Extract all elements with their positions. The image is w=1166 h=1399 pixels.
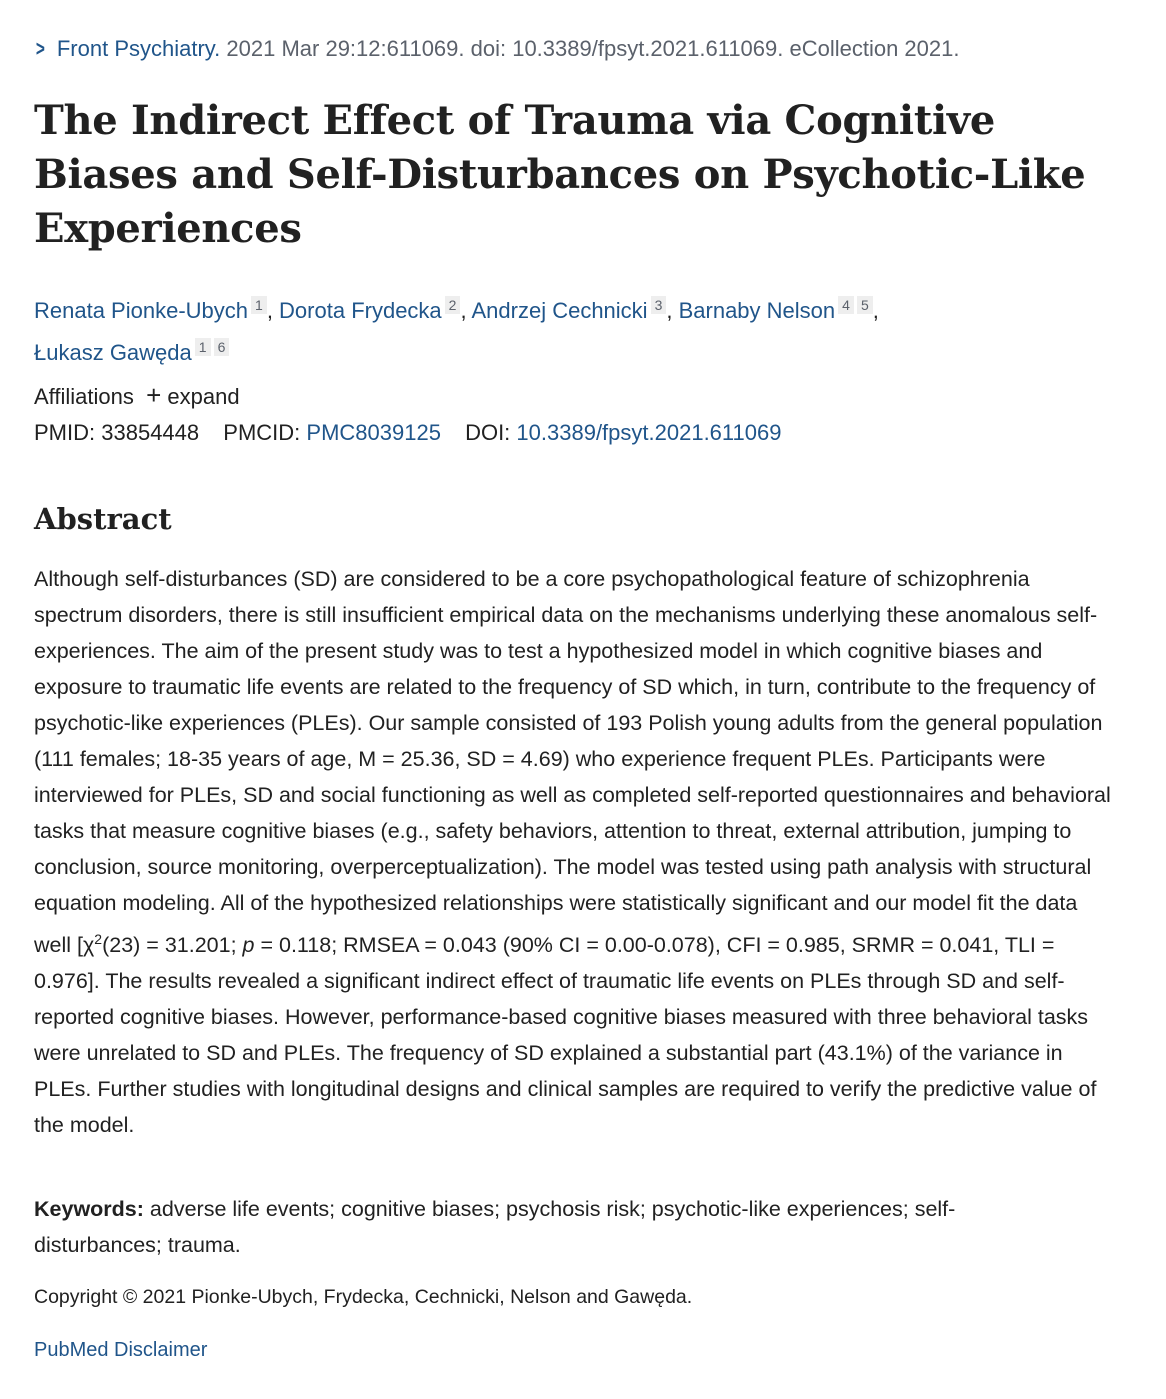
author-link[interactable]: Barnaby Nelson bbox=[678, 298, 836, 323]
abstract-text: Although self-disturbances (SD) are cons… bbox=[34, 561, 1119, 1143]
abstract-italic: p bbox=[242, 933, 255, 958]
plus-icon: + bbox=[146, 380, 162, 410]
citation-details: 2021 Mar 29:12:611069. doi: 10.3389/fpsy… bbox=[226, 36, 960, 61]
pmcid-label: PMCID: bbox=[223, 420, 301, 445]
affiliation-ref[interactable]: 3 bbox=[650, 296, 667, 314]
keywords: Keywords: adverse life events; cognitive… bbox=[34, 1191, 1074, 1263]
author-link[interactable]: Łukasz Gawęda bbox=[34, 340, 192, 365]
affiliations-label: Affiliations bbox=[34, 384, 134, 409]
chevron-right-icon[interactable]: > bbox=[35, 36, 45, 61]
affiliation-ref[interactable]: 2 bbox=[444, 296, 461, 314]
pmid-value: 33854448 bbox=[101, 420, 200, 445]
abstract-part: = 0.118; RMSEA = 0.043 (90% CI = 0.00-0.… bbox=[34, 933, 1097, 1138]
affiliation-ref[interactable]: 1 bbox=[251, 296, 267, 314]
identifiers: PMID: 33854448 PMCID: PMC8039125 DOI: 10… bbox=[34, 420, 781, 446]
affiliations-toggle[interactable]: Affiliations + expand bbox=[34, 380, 240, 411]
keywords-label: Keywords: bbox=[34, 1197, 144, 1221]
journal-link[interactable]: Front Psychiatry. bbox=[56, 36, 221, 61]
citation: > Front Psychiatry. 2021 Mar 29:12:611069… bbox=[34, 36, 960, 62]
pubmed-disclaimer-link[interactable]: PubMed Disclaimer bbox=[34, 1339, 208, 1361]
keywords-text: adverse life events; cognitive biases; p… bbox=[34, 1197, 956, 1257]
author-list: Renata Pionke-Ubych 1, Dorota Frydecka 2, … bbox=[34, 296, 879, 365]
page-title: The Indirect Effect of Trauma via Cognit… bbox=[34, 97, 1086, 252]
expand-label[interactable]: expand bbox=[167, 384, 240, 409]
abstract-heading: Abstract bbox=[34, 502, 172, 536]
author-link[interactable]: Dorota Frydecka bbox=[279, 298, 442, 323]
affiliation-ref[interactable]: 4 bbox=[838, 296, 854, 314]
affiliation-ref[interactable]: 6 bbox=[213, 338, 230, 356]
doi-link[interactable]: 10.3389/fpsyt.2021.611069 bbox=[516, 420, 782, 445]
author-link[interactable]: Andrzej Cechnicki bbox=[471, 298, 648, 323]
pmcid-link[interactable]: PMC8039125 bbox=[306, 420, 441, 445]
affiliation-ref[interactable]: 1 bbox=[194, 338, 211, 356]
abstract-part: Although self-disturbances (SD) are cons… bbox=[34, 567, 1111, 958]
author-link[interactable]: Renata Pionke-Ubych bbox=[34, 298, 249, 323]
abstract-part: (23) = 31.201; bbox=[102, 933, 243, 958]
doi-label: DOI: bbox=[465, 420, 511, 445]
affiliation-ref[interactable]: 5 bbox=[856, 296, 873, 314]
pmid-label: PMID: bbox=[34, 420, 96, 445]
superscript: 2 bbox=[94, 931, 103, 947]
copyright: Copyright © 2021 Pionke-Ubych, Frydecka,… bbox=[34, 1286, 693, 1308]
